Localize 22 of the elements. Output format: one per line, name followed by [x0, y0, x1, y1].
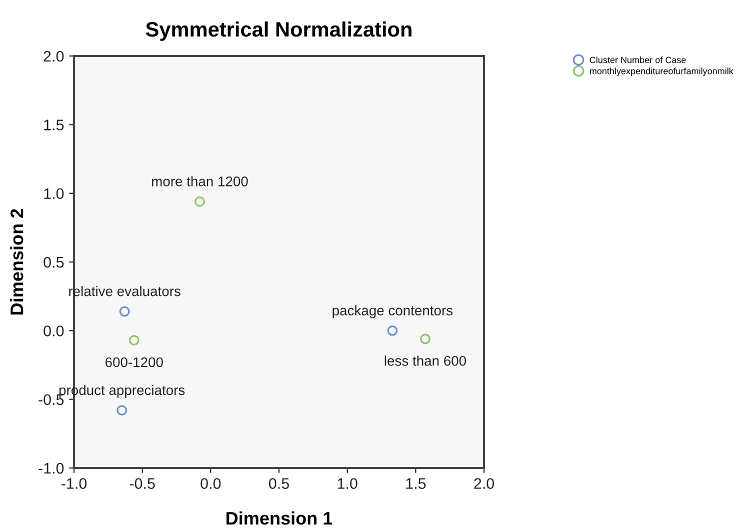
y-tick-label: 0.5	[44, 256, 64, 268]
annotation: more than 1200	[152, 176, 248, 186]
x-tick-label: -0.5	[130, 478, 155, 489]
y-tick-label: -1.0	[38, 462, 64, 474]
annotation: less than 600	[384, 356, 466, 366]
x-tick-label: 0.5	[268, 478, 289, 489]
y-tick-label: 0.0	[44, 326, 64, 336]
annotation: package contentors	[332, 305, 453, 318]
x-axis-title: Dimension 1	[226, 511, 332, 525]
x-tick-label: 2.0	[474, 478, 494, 489]
x-tick-label: -1.0	[62, 478, 87, 489]
x-tick-label: 0.0	[200, 478, 221, 489]
y-tick-label: 1.0	[44, 188, 64, 200]
annotation: 600-1200	[105, 357, 163, 368]
chart-title: Symmetrical Normalization	[146, 21, 412, 41]
legend-label: Cluster Number of Case	[590, 56, 686, 64]
y-tick-label: 2.0	[44, 50, 64, 62]
legend-label: monthlyexpenditureofurfamilyonmilk	[590, 68, 734, 76]
y-axis-title: Dimension 2	[10, 209, 24, 314]
x-tick-label: 1.0	[338, 478, 358, 489]
x-tick-label: 1.5	[406, 478, 426, 489]
y-tick-label: 1.5	[44, 120, 64, 130]
